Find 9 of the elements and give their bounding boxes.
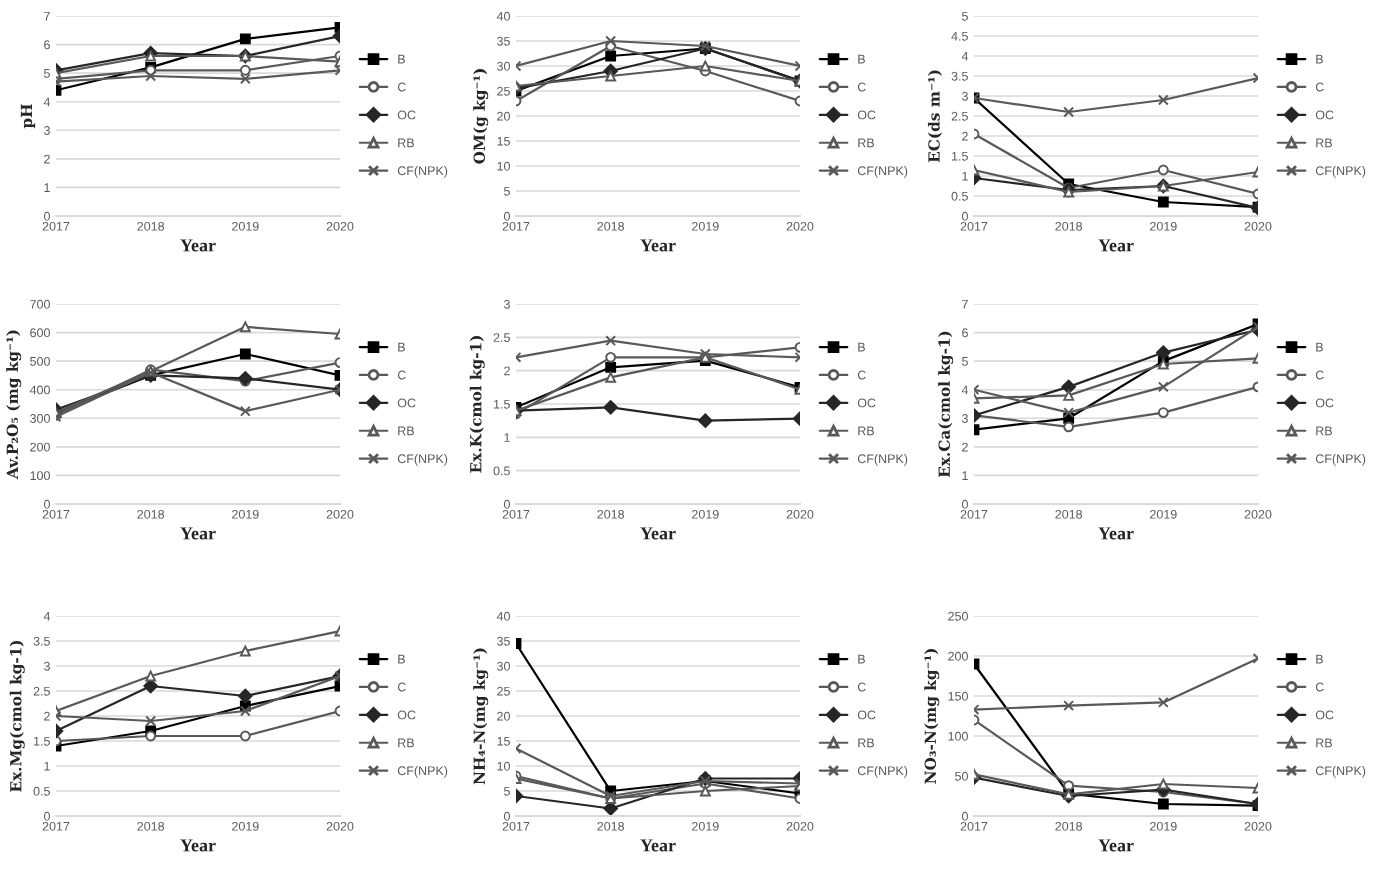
- x-axis-title: Year: [180, 527, 216, 540]
- x-axis-title: Year: [180, 239, 216, 252]
- x-axis-title: Year: [1098, 527, 1134, 540]
- x-axis-title: Year: [640, 527, 676, 540]
- x-axis-title: Year: [1098, 239, 1134, 252]
- x-axis-title: Year: [1098, 839, 1134, 852]
- x-axis-title: Year: [640, 839, 676, 852]
- x-axis-title: Year: [640, 239, 676, 252]
- x-axis-title: Year: [180, 839, 216, 852]
